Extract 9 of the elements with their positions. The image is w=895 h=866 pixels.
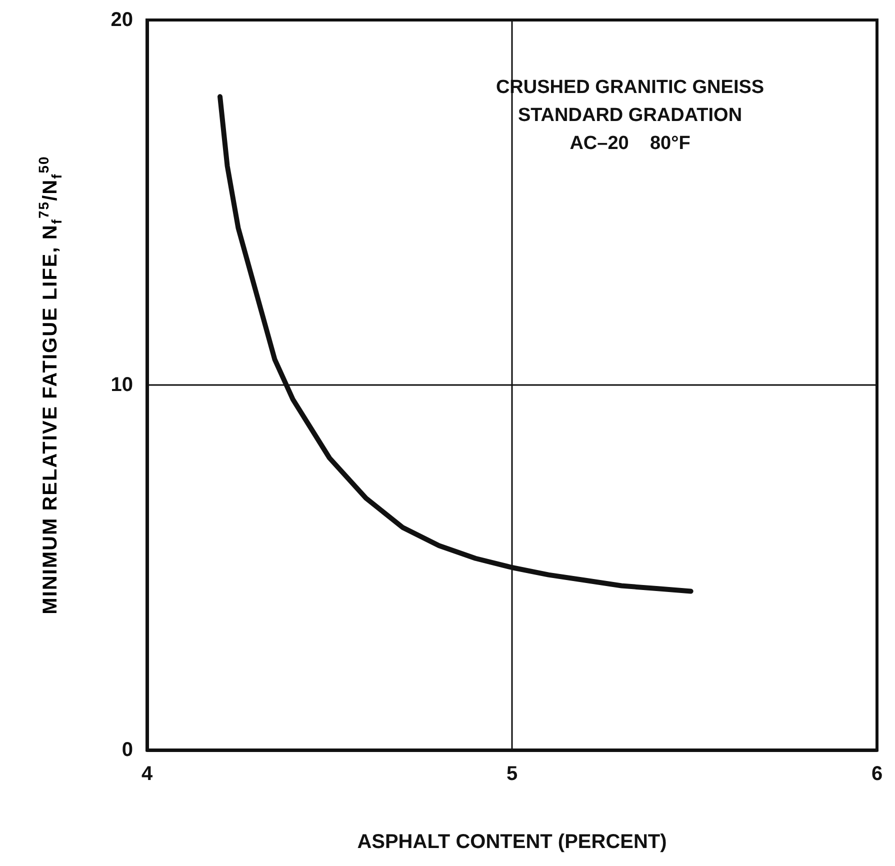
y-tick-label: 0 [122, 739, 133, 761]
annotation: AC–20 80°F [570, 133, 690, 154]
y-tick-label: 20 [110, 9, 133, 31]
y-tick-label: 10 [110, 374, 133, 396]
x-tick-label: 6 [871, 763, 883, 785]
x-tick-label: 4 [141, 763, 154, 785]
x-tick-label: 5 [506, 763, 518, 785]
annotation: STANDARD GRADATION [518, 105, 742, 126]
x-axis-title: ASPHALT CONTENT (PERCENT) [357, 831, 667, 853]
